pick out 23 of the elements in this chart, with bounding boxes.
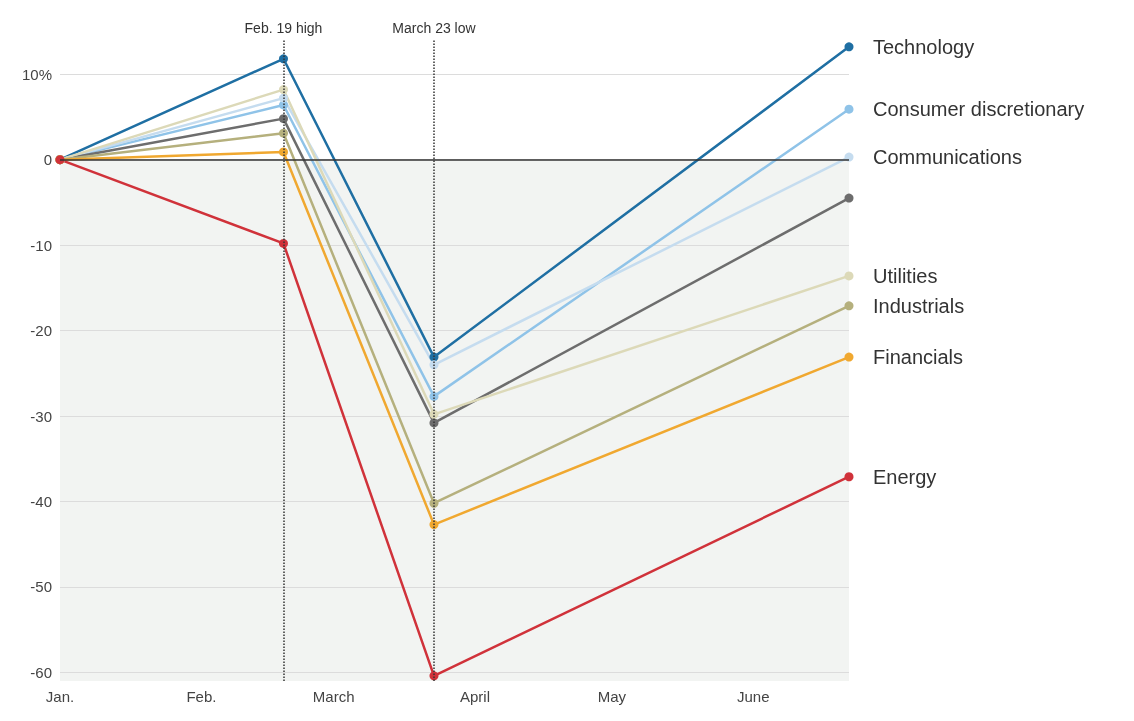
y-tick-label: -60 [30,663,52,681]
series-label: Financials [873,346,964,369]
ref-line-label: Feb. 19 high [244,20,323,36]
x-tick-label: Jan. [45,688,75,705]
y-tick-label: -30 [30,407,52,425]
series-label: Technology [873,35,975,58]
y-tick-label: 0 [43,151,52,169]
y-tick-label: -50 [30,578,52,596]
y-tick-label: 10% [21,65,52,83]
x-tick-label: May [597,688,627,705]
x-tick-label: June [736,688,770,705]
series-label: Communications [873,146,1022,169]
y-tick-label: -10 [30,236,52,254]
ref-line-label: March 23 low [392,20,477,36]
x-tick-label: April [460,688,491,705]
x-tick-label: Feb. [186,688,217,705]
y-tick-label: -40 [30,493,52,511]
y-tick-label: -20 [30,322,52,340]
series-label: Industrials [873,294,965,317]
series-label: Energy [873,465,937,488]
series-label: Utilities [873,264,938,287]
series-label: Consumer discretionary [873,98,1085,121]
x-tick-label: March [312,688,355,705]
